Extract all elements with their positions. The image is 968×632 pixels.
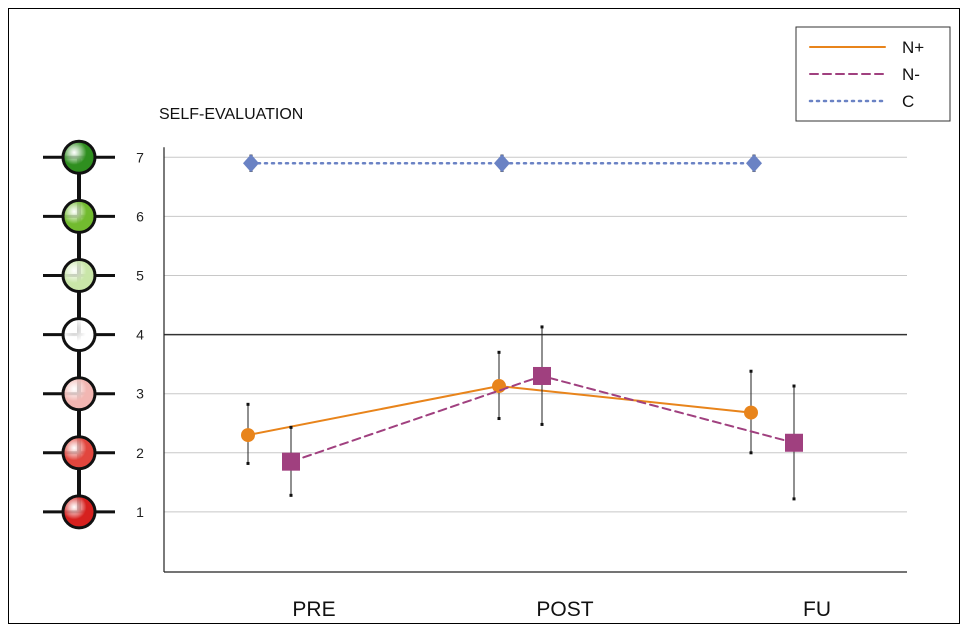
series-N+: [241, 350, 758, 465]
y-tick-label: 2: [136, 445, 144, 461]
data-point: [282, 452, 300, 471]
legend-label: N+: [902, 38, 924, 57]
error-cap: [792, 384, 796, 388]
error-cap: [497, 350, 501, 354]
x-category-label: PRE: [292, 598, 335, 621]
data-point: [744, 405, 758, 420]
error-cap: [289, 493, 293, 497]
data-point: [746, 154, 762, 173]
x-category-labels: PRE POST FU: [292, 598, 831, 621]
scale-circle: [61, 317, 97, 353]
error-cap: [289, 425, 293, 429]
legend-box: [795, 26, 951, 122]
y-tick-labels: 1 2 3 4 5 6 7: [136, 149, 144, 520]
axes: [163, 147, 907, 573]
chart-frame: 1 2 3 4 5 6 7 PRE POST FU SELF-EVALUATION N+ N- C: [8, 8, 960, 624]
y-tick-label: 5: [136, 268, 144, 284]
data-series: [241, 154, 803, 501]
scale-circle: [61, 376, 97, 412]
x-category-label: FU: [803, 598, 831, 621]
data-point: [533, 366, 551, 385]
data-point: [492, 379, 506, 394]
error-cap: [540, 422, 544, 426]
grid-lines: [164, 156, 907, 513]
scale-circle: [61, 435, 97, 471]
data-point: [243, 154, 259, 173]
error-cap: [246, 461, 250, 465]
self-evaluation-chart: 1 2 3 4 5 6 7 PRE POST FU SELF-EVALUATION N+ N- C: [43, 26, 951, 621]
y-tick-label: 6: [136, 208, 144, 224]
error-cap: [246, 402, 250, 406]
y-tick-label: 7: [136, 149, 144, 165]
scale-circle: [61, 139, 97, 175]
error-cap: [497, 417, 501, 421]
error-cap: [540, 325, 544, 329]
x-category-label: POST: [536, 598, 593, 621]
scale-circle: [61, 258, 97, 293]
y-tick-label: 3: [136, 386, 144, 402]
series-C: [243, 154, 762, 173]
y-tick-label: 1: [136, 504, 144, 520]
series-N-: [282, 325, 803, 501]
data-point: [494, 154, 510, 173]
chart-title: SELF-EVALUATION: [159, 106, 303, 123]
scale-circle: [61, 198, 97, 234]
legend-label: C: [902, 92, 914, 111]
legend: N+ N- C: [795, 26, 951, 122]
data-point: [241, 428, 255, 443]
error-cap: [749, 369, 753, 373]
error-cap: [792, 497, 796, 501]
data-point: [785, 433, 803, 452]
rating-scale: [43, 139, 115, 530]
legend-label: N-: [902, 65, 920, 84]
scale-circle: [61, 494, 97, 530]
error-cap: [749, 451, 753, 455]
y-tick-label: 4: [136, 327, 144, 343]
